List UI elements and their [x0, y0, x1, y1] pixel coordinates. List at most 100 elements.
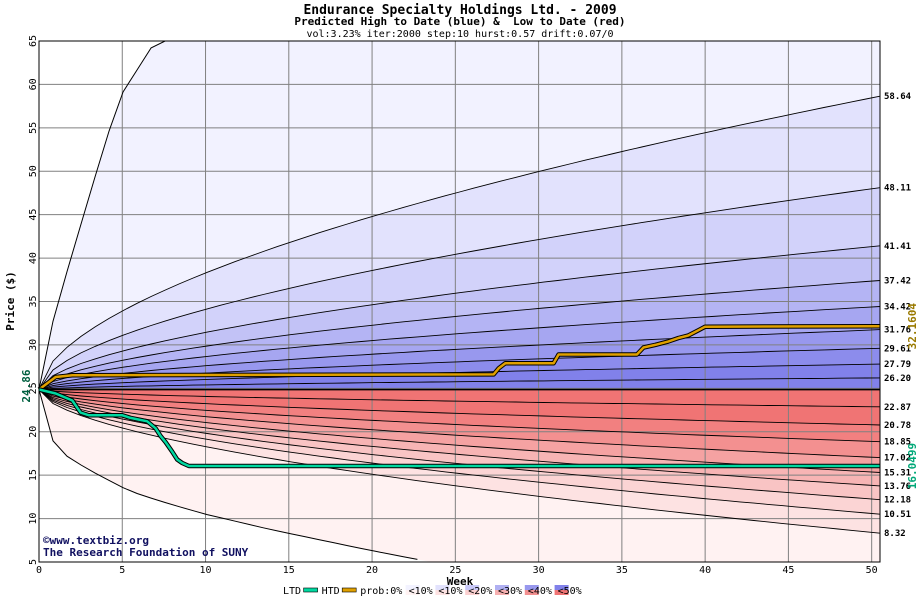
legend-label: <10%: [409, 586, 433, 597]
legend-label: <50%: [558, 586, 582, 597]
y-tick-label: 20: [28, 426, 39, 438]
high-band-2: [39, 187, 880, 390]
low-band-7: [39, 389, 880, 442]
percentile-label: 41.41: [884, 242, 911, 252]
y-tick-label: 5: [28, 559, 39, 565]
percentile-label: 34.42: [884, 303, 911, 313]
high-band-7: [39, 348, 880, 390]
x-tick-label: 45: [782, 565, 794, 576]
y-tick-label: 50: [28, 165, 39, 177]
legend-label: prob:0%: [360, 586, 402, 597]
y-axis-title: Price ($): [4, 271, 17, 331]
y-tick-label: 40: [28, 252, 39, 264]
chart-params: vol:3.23% iter:2000 step:10 hurst:0.57 d…: [306, 29, 613, 40]
percentile-line-11: [38, 389, 881, 443]
percentile-label: 13.76: [884, 482, 911, 492]
legend-swatch-low: [465, 590, 480, 595]
low-band-4: [39, 389, 880, 486]
high-band-4: [39, 280, 880, 390]
percentile-label: 48.11: [884, 184, 911, 194]
watermark-line-1: ©www.textbiz.org: [43, 534, 149, 547]
series-line-ltd: [38, 388, 880, 468]
legend-line-swatch: [303, 587, 318, 593]
percentile-label: 31.76: [884, 326, 911, 336]
series-line-htd: [38, 324, 881, 391]
low-band-6: [39, 389, 880, 458]
legend-swatch-low: [495, 590, 509, 595]
low-band-1: [39, 389, 880, 534]
percentile-label: 22.87: [884, 403, 911, 413]
legend-swatch-high: [554, 585, 569, 590]
y-tick-label: 10: [28, 513, 39, 525]
legend-label: HTD: [322, 586, 340, 597]
percentile-label: 26.20: [884, 374, 911, 384]
legend-label: LTD: [283, 586, 301, 597]
chart-subtitle: Predicted High to Date (blue) & Low to D…: [294, 15, 625, 28]
x-axis-title: Week: [447, 575, 474, 588]
percentile-label: 37.42: [884, 276, 911, 286]
x-tick-label: 25: [449, 565, 461, 576]
plot-frame: [38, 40, 881, 563]
percentile-line-3: [38, 280, 881, 390]
percentile-line-10: [38, 389, 881, 426]
legend-label: <40%: [528, 586, 552, 597]
legend-swatch-low: [554, 590, 569, 595]
percentile-label: 10.51: [884, 510, 911, 520]
end-value-label: 32.1604: [906, 303, 919, 350]
percentile-line-17: [38, 389, 881, 534]
percentile-line-0: [38, 95, 881, 390]
percentile-line-12: [38, 389, 881, 459]
legend-swatch-high: [405, 585, 420, 590]
legend-swatch-high: [524, 585, 539, 590]
percentile-line-8: [38, 377, 881, 390]
x-tick-label: 15: [283, 565, 295, 576]
percentile-line-5: [38, 329, 881, 390]
watermark-line-2: The Research Foundation of SUNY: [43, 546, 249, 559]
chart-title: Endurance Specialty Holdings Ltd. - 2009: [303, 3, 616, 18]
legend-label: <20%: [468, 586, 492, 597]
percentile-line-9: [38, 389, 881, 408]
percentile-labels: 58.64 48.11 41.41 37.42 34.42 31.76 29.61 27.79…: [884, 92, 919, 539]
high-band-5: [39, 306, 880, 390]
series-lines: [37, 323, 881, 469]
x-tick-label: 35: [616, 565, 628, 576]
x-tick-label: 5: [119, 565, 125, 576]
percentile-label: 29.61: [884, 344, 911, 354]
percentile-label: 18.85: [884, 438, 911, 448]
percentile-line-1: [38, 187, 881, 390]
percentile-label: 58.64: [884, 92, 912, 102]
x-tick-label: 40: [699, 565, 711, 576]
percentile-label: 20.78: [884, 421, 911, 431]
percentile-line-4: [38, 306, 881, 390]
high-band-1: [39, 96, 880, 390]
y-tick-label: 45: [28, 209, 39, 221]
low-band-9: [39, 389, 880, 407]
end-value-label: 16.0499: [906, 443, 919, 489]
chart-text: Endurance Specialty Holdings Ltd. - 2009…: [4, 3, 626, 588]
legend-line-swatch: [341, 587, 357, 593]
legend-swatch-low: [524, 590, 539, 595]
low-band-5: [39, 389, 880, 473]
y-tick-label: 15: [28, 469, 39, 481]
percentile-line-16: [38, 389, 881, 515]
high-band-9: [39, 377, 880, 390]
low-band-3: [39, 389, 880, 500]
y-tick-label: 35: [28, 295, 39, 307]
legend-swatch-low: [435, 590, 450, 595]
percentile-label: 12.18: [884, 496, 911, 506]
legend-label: <30%: [498, 586, 522, 597]
percentile-label: 15.31: [884, 468, 911, 478]
x-tick-label: 30: [533, 565, 545, 576]
percentile-label: 17.02: [884, 454, 911, 464]
percentile-label: 27.79: [884, 360, 911, 370]
extreme-low-line: [38, 389, 418, 560]
legend-label: <10%: [438, 586, 462, 597]
legend-swatch-high: [465, 585, 480, 590]
x-tick-label: 50: [866, 565, 878, 576]
percentile-line-15: [38, 389, 881, 501]
percentile-line-2: [38, 245, 881, 390]
high-band-3: [39, 245, 880, 390]
legend-swatch-high: [495, 585, 509, 590]
